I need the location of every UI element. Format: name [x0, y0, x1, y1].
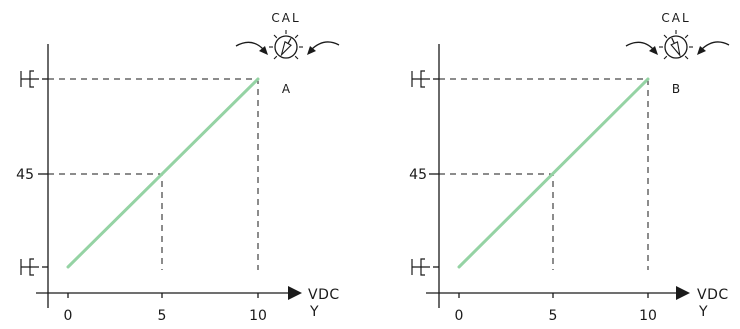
x-variable-label: Y: [309, 304, 319, 320]
x-unit-label: VDC: [308, 287, 340, 303]
knob-position-label: A: [282, 82, 291, 96]
panel-b: 45 0 5 10 VDC Y CAL: [409, 11, 730, 324]
x-tick-label-10: 10: [639, 308, 657, 324]
y-label-45: 45: [409, 167, 427, 183]
guide-mid: [48, 173, 163, 270]
cal-label: CAL: [271, 11, 300, 25]
response-line: [66, 77, 260, 269]
x-tick-label-5: 5: [158, 308, 167, 324]
cw-arrow-right: [310, 41, 340, 51]
cw-arrowhead-right: [697, 46, 706, 55]
panel-a: 45 0 5 10 VDC Y CAL: [16, 11, 340, 324]
x-variable-label: Y: [698, 304, 708, 320]
y-label-45: 45: [16, 167, 34, 183]
y-max-symbol: [20, 70, 39, 88]
ccw-arrowhead-left: [259, 46, 268, 55]
knob-position-label: B: [672, 82, 680, 96]
y-min-symbol: [411, 258, 430, 276]
dial-icon: [659, 30, 693, 60]
x-axis-arrowhead: [288, 286, 302, 300]
ccw-arrow-left: [625, 41, 655, 51]
y-min-symbol: [20, 258, 39, 276]
x-tick-label-5: 5: [549, 308, 558, 324]
x-tick-label-0: 0: [455, 308, 464, 324]
ccw-arrowhead-left: [649, 46, 658, 55]
x-unit-label: VDC: [697, 287, 729, 303]
cw-arrow-right: [700, 41, 730, 51]
dial-icon: [269, 30, 303, 60]
cal-label: CAL: [661, 11, 690, 25]
cal-knob: CAL A: [235, 11, 340, 96]
response-line: [457, 77, 650, 269]
x-axis-arrowhead: [676, 286, 690, 300]
x-tick-label-0: 0: [64, 308, 73, 324]
ccw-arrow-left: [235, 41, 265, 51]
y-max-symbol: [411, 70, 430, 88]
cal-knob: CAL B: [625, 11, 730, 96]
x-tick-label-10: 10: [249, 308, 267, 324]
cw-arrowhead-right: [307, 46, 316, 55]
